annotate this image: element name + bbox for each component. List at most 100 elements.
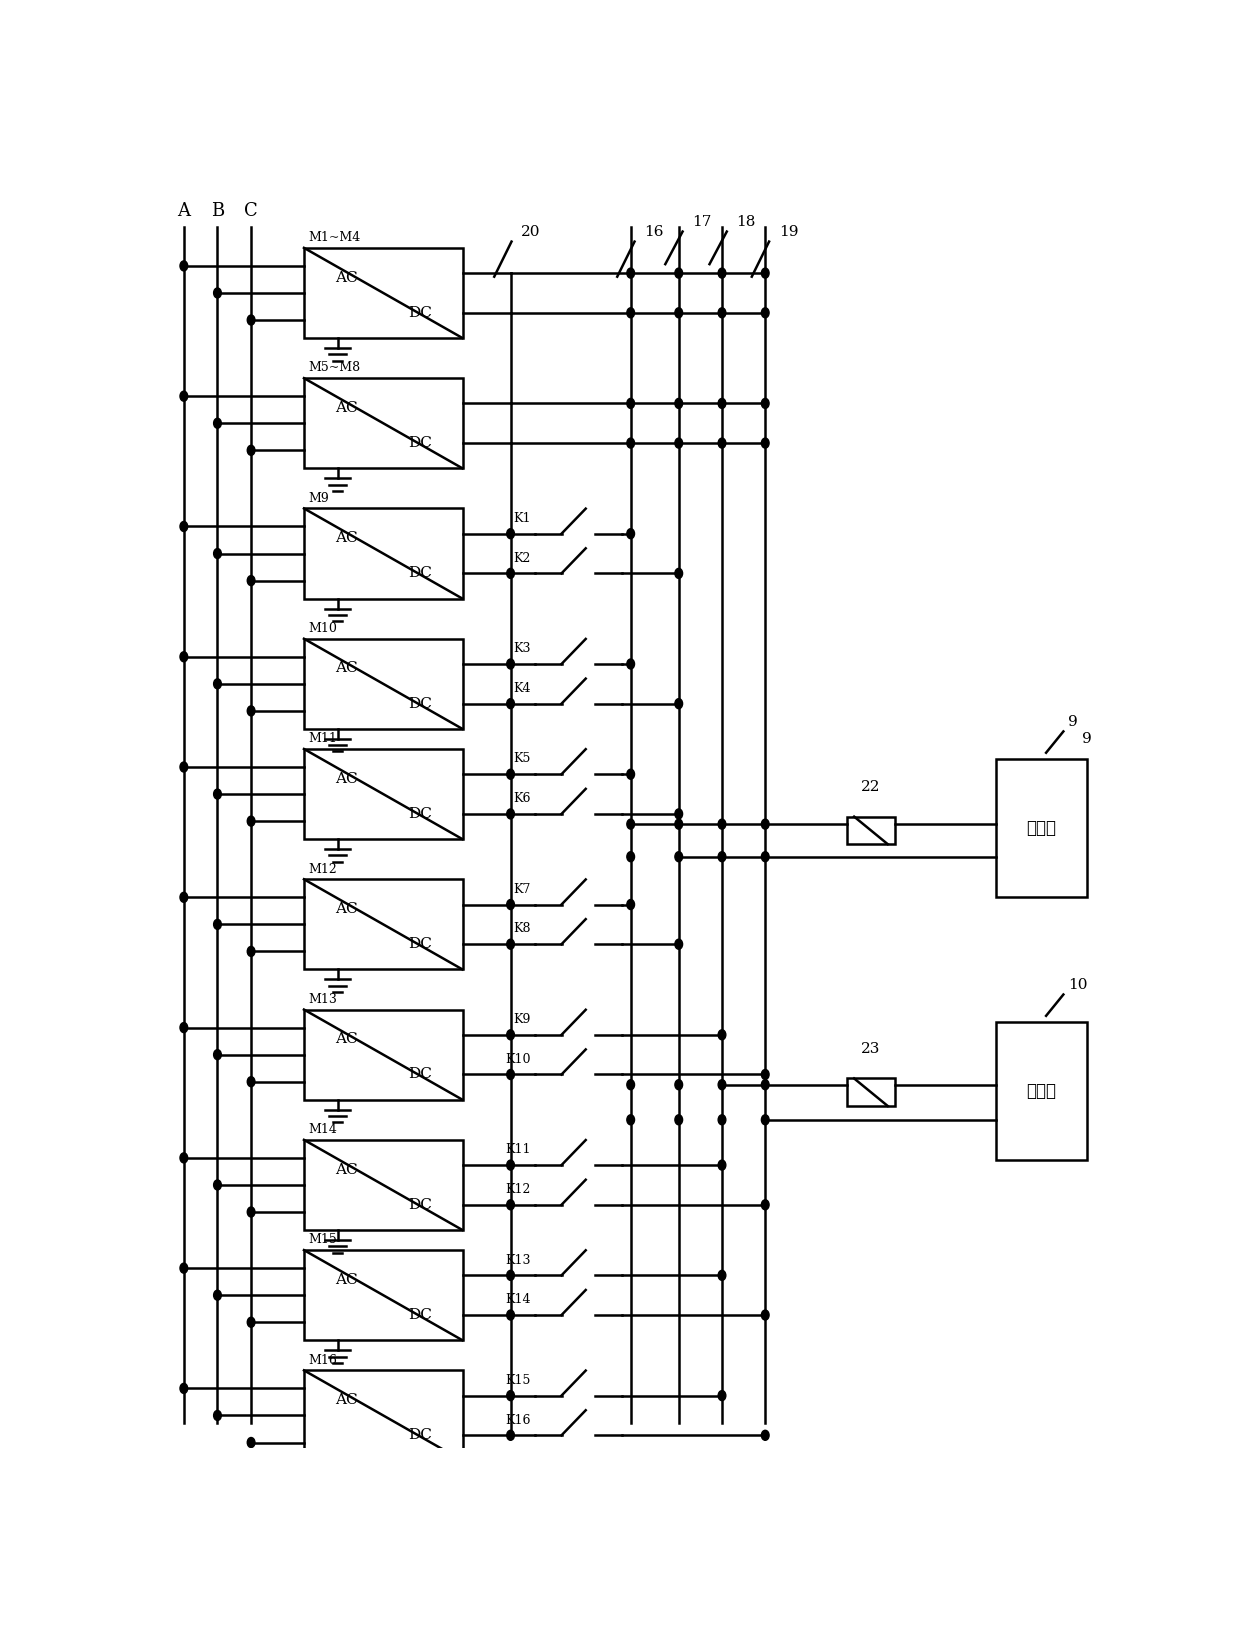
Circle shape [761, 308, 769, 317]
Circle shape [180, 1383, 187, 1393]
Circle shape [507, 900, 515, 909]
Circle shape [507, 659, 515, 669]
Bar [996, 1022, 1087, 1160]
Circle shape [213, 288, 221, 298]
Circle shape [507, 1430, 515, 1440]
Circle shape [675, 851, 682, 862]
Text: 17: 17 [692, 215, 712, 229]
Circle shape [507, 698, 515, 709]
Bar [304, 509, 463, 599]
Circle shape [247, 1438, 255, 1448]
Circle shape [761, 851, 769, 862]
Text: M11: M11 [309, 732, 337, 745]
Text: K4: K4 [513, 682, 531, 695]
Circle shape [247, 947, 255, 957]
Circle shape [247, 817, 255, 827]
Bar [304, 1009, 463, 1100]
Circle shape [247, 1207, 255, 1217]
Circle shape [247, 446, 255, 456]
Text: M14: M14 [309, 1123, 337, 1136]
Text: 23: 23 [862, 1041, 880, 1056]
Circle shape [507, 1160, 515, 1170]
Text: AC: AC [336, 901, 358, 916]
Text: M15: M15 [309, 1233, 337, 1246]
Circle shape [507, 1271, 515, 1280]
Circle shape [627, 851, 635, 862]
Circle shape [507, 809, 515, 818]
Text: 18: 18 [737, 215, 755, 229]
Bar [304, 1250, 463, 1341]
Bar [304, 1141, 463, 1230]
Text: AC: AC [336, 662, 358, 675]
Bar [304, 879, 463, 970]
Text: AC: AC [336, 1272, 358, 1287]
Circle shape [180, 761, 187, 773]
Circle shape [507, 1069, 515, 1079]
Circle shape [627, 900, 635, 909]
Text: 9: 9 [1068, 714, 1078, 729]
Bar [304, 247, 463, 338]
Text: AC: AC [336, 771, 358, 786]
Circle shape [507, 1310, 515, 1319]
Text: K10: K10 [505, 1053, 531, 1066]
Circle shape [718, 399, 725, 408]
Circle shape [718, 1160, 725, 1170]
Text: B: B [211, 202, 224, 220]
Text: DC: DC [408, 1067, 432, 1082]
Circle shape [718, 268, 725, 278]
Text: DC: DC [408, 1308, 432, 1323]
Text: A: A [177, 202, 190, 220]
Text: K15: K15 [506, 1373, 531, 1386]
Text: DC: DC [408, 1429, 432, 1442]
Circle shape [247, 1318, 255, 1328]
Text: 10: 10 [1068, 978, 1087, 992]
Circle shape [180, 652, 187, 662]
Text: DC: DC [408, 807, 432, 822]
Text: DC: DC [408, 306, 432, 321]
Circle shape [213, 919, 221, 929]
Circle shape [247, 706, 255, 716]
Text: 第二枪: 第二枪 [1027, 1082, 1056, 1100]
Text: AC: AC [336, 270, 358, 285]
Circle shape [718, 438, 725, 447]
Text: M9: M9 [309, 491, 330, 504]
Circle shape [627, 770, 635, 779]
Circle shape [180, 1023, 187, 1033]
Circle shape [718, 1271, 725, 1280]
Circle shape [213, 1049, 221, 1059]
Text: 22: 22 [862, 779, 880, 794]
Circle shape [761, 1199, 769, 1210]
Text: AC: AC [336, 400, 358, 415]
Bar [996, 758, 1087, 896]
Text: K3: K3 [513, 643, 531, 656]
Bar [304, 1370, 463, 1461]
Circle shape [718, 818, 725, 830]
Circle shape [627, 268, 635, 278]
Text: AC: AC [336, 1393, 358, 1407]
Text: DC: DC [408, 436, 432, 451]
Text: K12: K12 [506, 1183, 531, 1196]
Circle shape [761, 1310, 769, 1319]
Circle shape [247, 1077, 255, 1087]
Circle shape [213, 548, 221, 558]
Text: DC: DC [408, 566, 432, 581]
Text: K13: K13 [505, 1253, 531, 1266]
Circle shape [247, 316, 255, 325]
Circle shape [718, 851, 725, 862]
Circle shape [180, 522, 187, 532]
Circle shape [675, 1080, 682, 1090]
Text: M13: M13 [309, 992, 337, 1005]
Text: DC: DC [408, 696, 432, 711]
Text: AC: AC [336, 1163, 358, 1176]
Bar [304, 748, 463, 840]
Circle shape [761, 438, 769, 447]
Text: K5: K5 [513, 752, 531, 765]
Circle shape [675, 698, 682, 709]
Circle shape [718, 308, 725, 317]
Circle shape [213, 418, 221, 428]
Circle shape [180, 390, 187, 402]
Circle shape [507, 1391, 515, 1401]
Circle shape [761, 1430, 769, 1440]
Text: M1~M4: M1~M4 [309, 231, 361, 244]
Circle shape [675, 939, 682, 949]
